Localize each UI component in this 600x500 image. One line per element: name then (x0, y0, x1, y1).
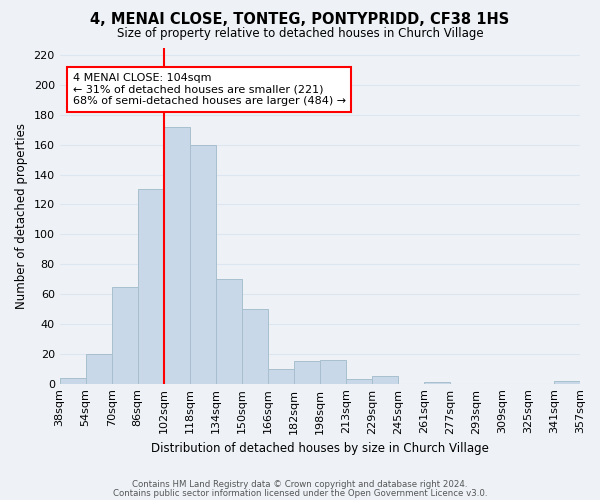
X-axis label: Distribution of detached houses by size in Church Village: Distribution of detached houses by size … (151, 442, 489, 455)
Text: 4 MENAI CLOSE: 104sqm
← 31% of detached houses are smaller (221)
68% of semi-det: 4 MENAI CLOSE: 104sqm ← 31% of detached … (73, 73, 346, 106)
Bar (86, 354, 112, 384)
Bar (294, 362, 320, 384)
Bar (268, 368, 294, 384)
Bar (320, 360, 346, 384)
Bar (216, 279, 242, 384)
Bar (554, 380, 580, 384)
Bar (190, 144, 216, 384)
Bar (424, 382, 450, 384)
Bar (59, 378, 86, 384)
Bar (112, 286, 138, 384)
Bar (138, 190, 164, 384)
Text: 4, MENAI CLOSE, TONTEG, PONTYPRIDD, CF38 1HS: 4, MENAI CLOSE, TONTEG, PONTYPRIDD, CF38… (91, 12, 509, 28)
Y-axis label: Number of detached properties: Number of detached properties (15, 122, 28, 308)
Bar (164, 126, 190, 384)
Bar (346, 379, 372, 384)
Bar (242, 309, 268, 384)
Text: Size of property relative to detached houses in Church Village: Size of property relative to detached ho… (116, 28, 484, 40)
Bar (372, 376, 398, 384)
Text: Contains public sector information licensed under the Open Government Licence v3: Contains public sector information licen… (113, 488, 487, 498)
Text: Contains HM Land Registry data © Crown copyright and database right 2024.: Contains HM Land Registry data © Crown c… (132, 480, 468, 489)
